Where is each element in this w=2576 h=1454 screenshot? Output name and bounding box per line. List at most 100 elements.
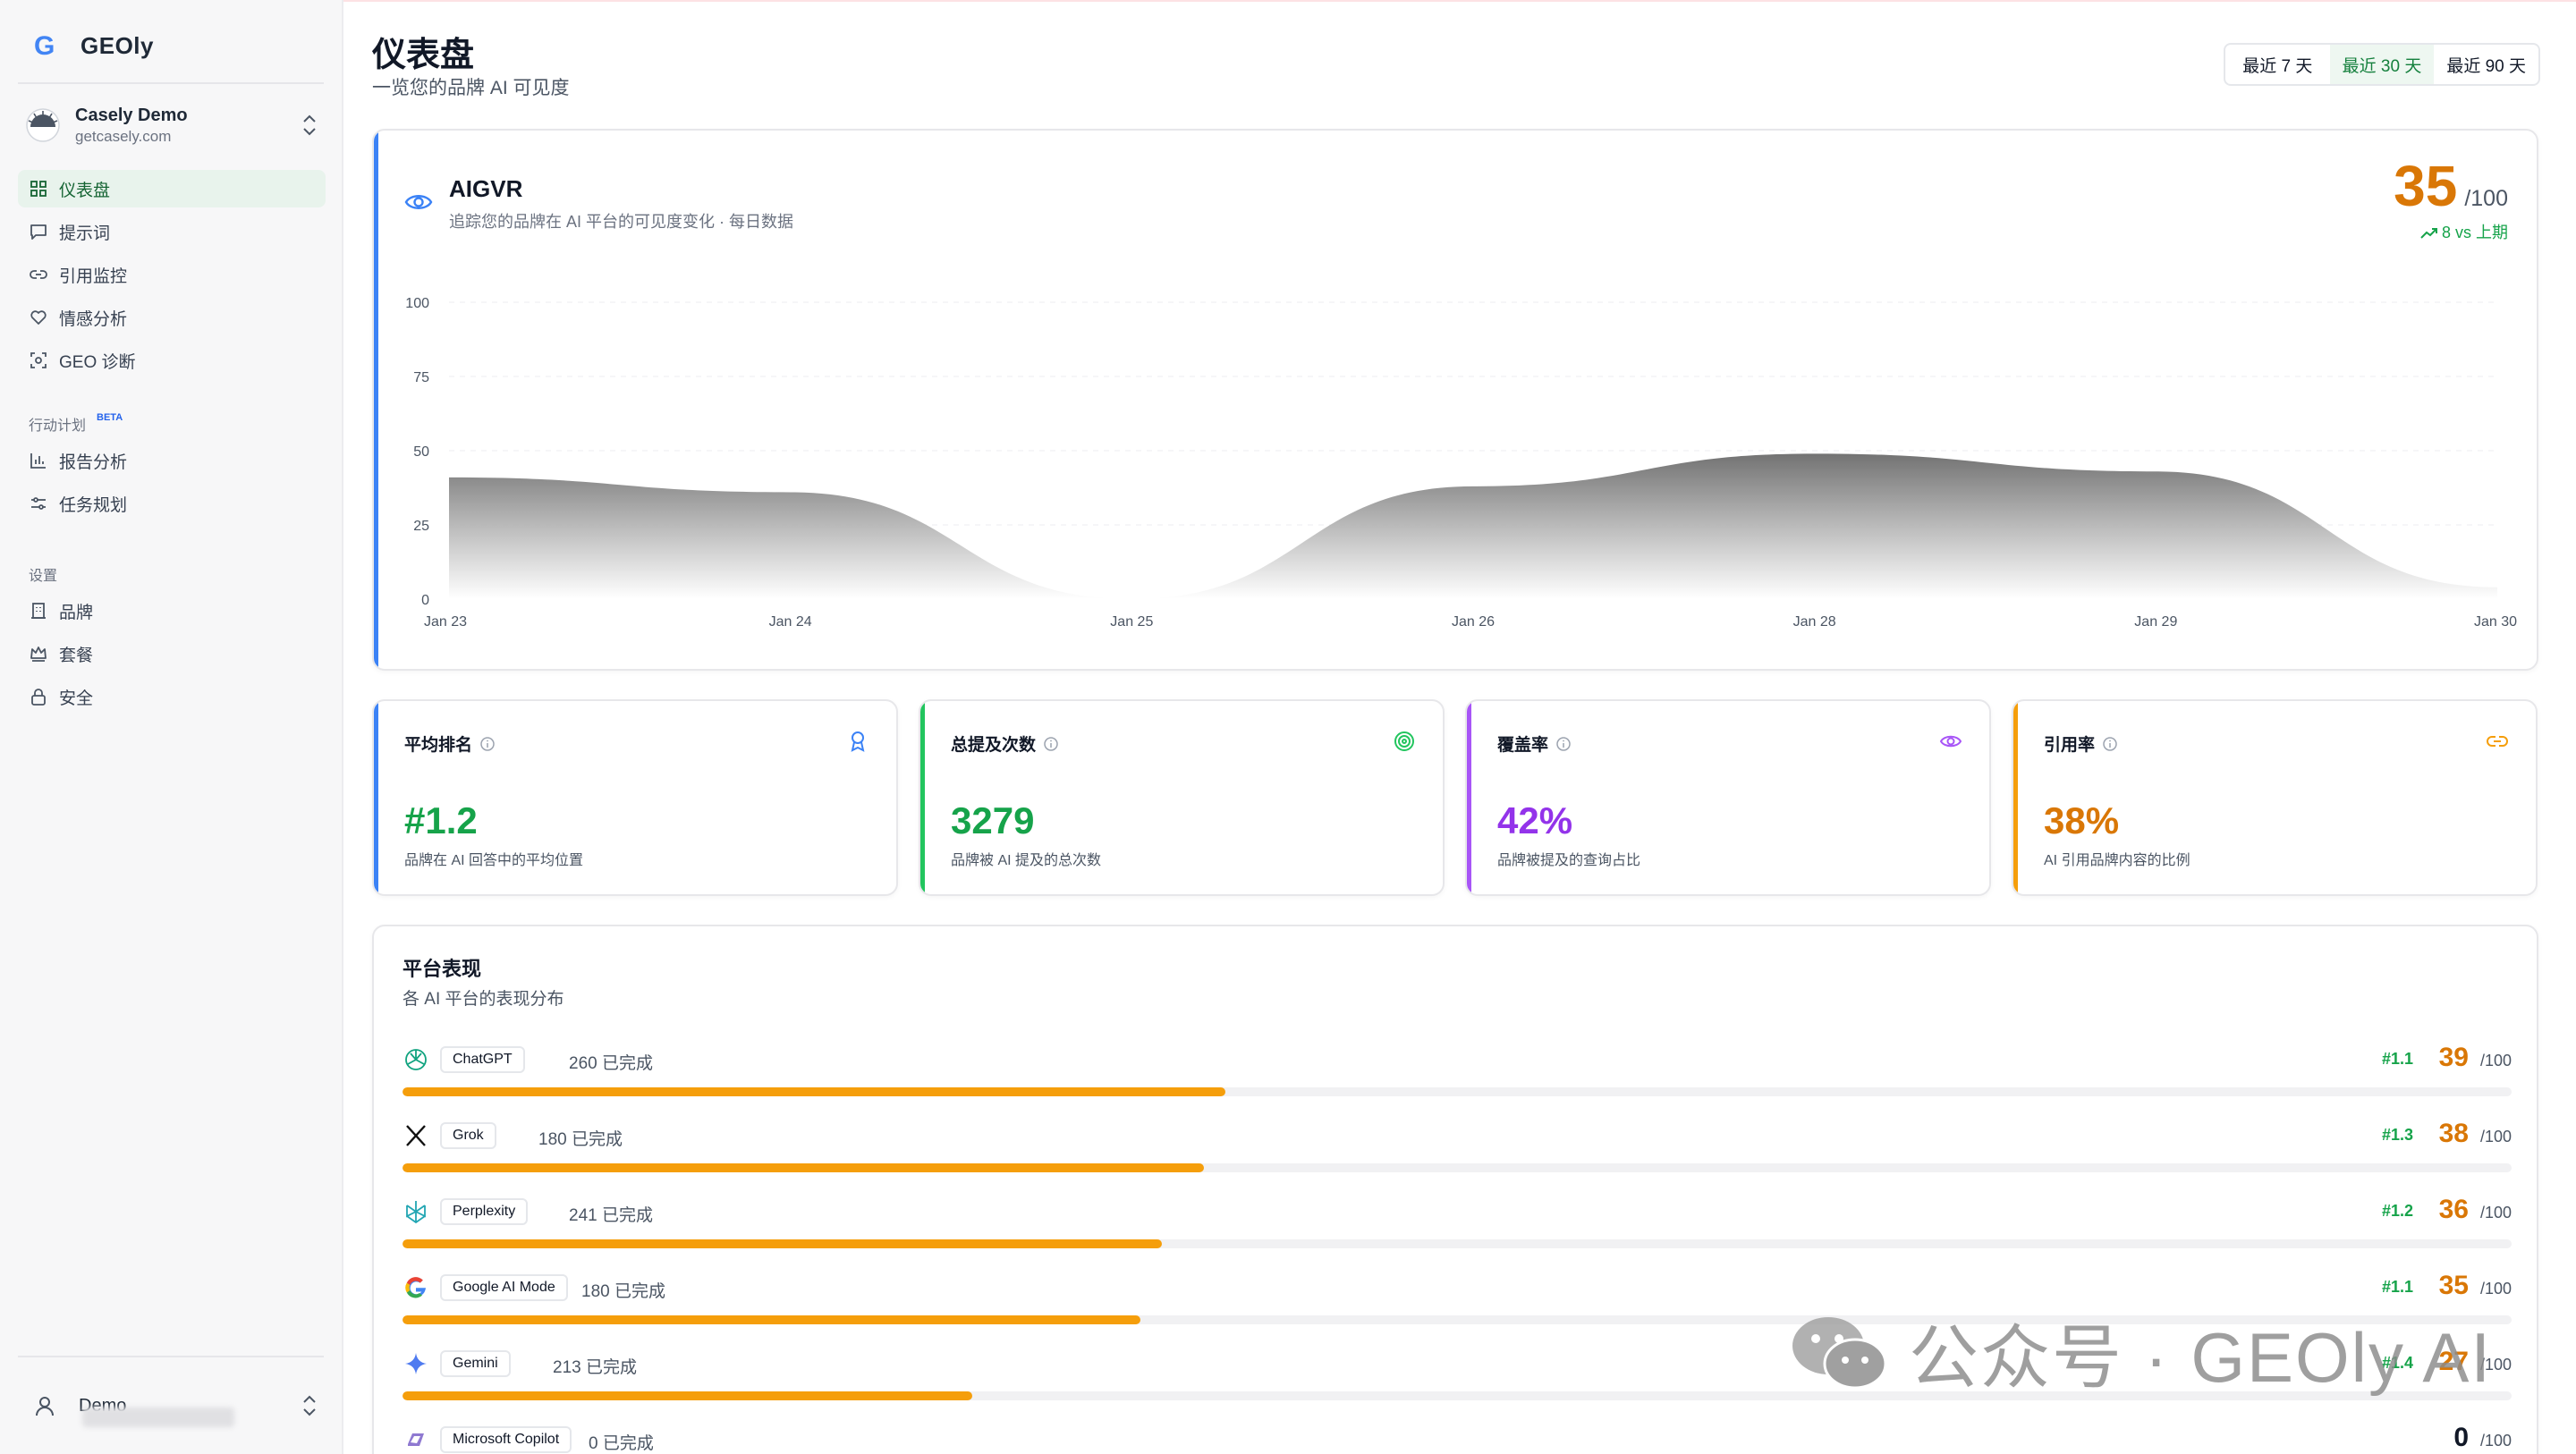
y-tick-label: 100 (405, 296, 429, 311)
watermark-text: 公众号 · GEOly AI (1909, 1318, 2493, 1397)
page-subtitle: 一览您的品牌 AI 可见度 (372, 78, 570, 98)
aigvr-area-series (449, 453, 2497, 599)
aigvr-trend: 8 vs 上期 (2394, 220, 2508, 243)
aigvr-score: 35/100 8 vs 上期 (2394, 157, 2508, 243)
range-tab-7d[interactable]: 最近 7 天 (2242, 56, 2313, 76)
platform-row-copilot[interactable]: Microsoft Copilot 0 已完成 0 /100 (402, 1421, 2512, 1454)
range-tab-30d[interactable]: 最近 30 天 (2329, 45, 2435, 84)
x-tick-label: Jan 26 (1452, 614, 1495, 630)
platform-progress-track (402, 1315, 2512, 1324)
info-icon[interactable] (479, 736, 496, 752)
nav-item-dashboard[interactable]: 仪表盘 (18, 170, 326, 207)
platform-score-max: /100 (2479, 1356, 2512, 1374)
nav-item-sentiment[interactable]: 情感分析 (18, 299, 326, 336)
platform-progress-track (402, 1163, 2512, 1172)
aigvr-score-max: /100 (2464, 186, 2508, 211)
account-domain: getcasely.com (75, 127, 172, 145)
metric-label-text: 覆盖率 (1497, 736, 1549, 755)
platform-progress-fill (402, 1315, 1141, 1324)
nav-label: 提示词 (59, 224, 111, 243)
beta-badge: BETA (97, 412, 123, 423)
platform-subtitle: 各 AI 平台的表现分布 (402, 990, 564, 1009)
perplexity-icon (406, 1201, 426, 1224)
metric-value: #1.2 (404, 799, 478, 841)
platform-rank: #1.1 (2381, 1050, 2413, 1068)
eye-icon (404, 195, 433, 209)
brand-avatar-icon (26, 108, 60, 142)
info-icon[interactable] (1043, 736, 1059, 752)
platform-count: 0 已完成 (589, 1434, 654, 1453)
aigvr-score-value: 35 (2394, 154, 2458, 218)
x-icon (406, 1125, 426, 1146)
chevron-updown-icon (303, 1395, 316, 1416)
platform-row-gemini[interactable]: Gemini 213 已完成 #1.4 27 /100 (402, 1345, 2512, 1408)
nav-item-citations[interactable]: 引用监控 (18, 256, 326, 293)
scan-icon (30, 352, 47, 368)
info-icon[interactable] (1555, 736, 1572, 752)
platform-count: 241 已完成 (569, 1206, 653, 1225)
metric-value: 42% (1497, 799, 1573, 841)
section-label: 设置 (29, 569, 58, 584)
grid-icon (30, 181, 47, 197)
nav-section-settings: 设置 (18, 556, 326, 592)
info-icon[interactable] (2102, 736, 2118, 752)
y-tick-label: 50 (413, 444, 429, 460)
platform-score: 35 (2438, 1271, 2469, 1300)
platform-name: ChatGPT (440, 1046, 525, 1073)
nav-item-reports[interactable]: 报告分析 (18, 442, 326, 479)
metric-value: 38% (2044, 799, 2120, 841)
eye-icon (1939, 735, 1962, 748)
metric-desc: AI 引用品牌内容的比例 (2044, 853, 2190, 868)
x-tick-label: Jan 29 (2134, 614, 2177, 630)
app-logo[interactable]: G GEOly (34, 32, 154, 60)
award-icon (851, 731, 865, 752)
nav-label: GEO 诊断 (59, 352, 136, 372)
sidebar-divider (18, 82, 324, 84)
platform-progress-track (402, 1239, 2512, 1248)
chatgpt-icon (405, 1049, 427, 1070)
geoly-logo-icon: G (34, 30, 55, 61)
platform-name: Microsoft Copilot (440, 1426, 572, 1453)
crown-icon (30, 647, 47, 662)
platform-score: 38 (2438, 1119, 2469, 1148)
nav-item-prompts[interactable]: 提示词 (18, 213, 326, 250)
platform-row-grok[interactable]: Grok 180 已完成 #1.3 38 /100 (402, 1117, 2512, 1179)
platform-progress-fill (402, 1239, 1162, 1248)
copilot-icon (408, 1433, 424, 1446)
nav-item-plan[interactable]: 套餐 (18, 635, 326, 672)
platform-count: 213 已完成 (553, 1358, 637, 1377)
settings-nav: 设置 品牌 套餐 安全 (18, 556, 326, 721)
platform-row-chatgpt[interactable]: ChatGPT 260 已完成 #1.1 39 /100 (402, 1041, 2512, 1103)
platform-row-perplexity[interactable]: Perplexity 241 已完成 #1.2 36 /100 (402, 1193, 2512, 1255)
platform-score-max: /100 (2479, 1432, 2512, 1450)
platform-rank: #1.1 (2381, 1278, 2413, 1296)
platform-progress-fill (402, 1087, 1225, 1096)
metric-label-text: 平均排名 (404, 736, 473, 755)
platform-row-google-ai-mode[interactable]: Google AI Mode 180 已完成 #1.1 35 /100 (402, 1269, 2512, 1331)
google-icon (405, 1277, 426, 1298)
nav-item-security[interactable]: 安全 (18, 678, 326, 715)
platform-rank: #1.2 (2381, 1202, 2413, 1220)
range-tab-90d[interactable]: 最近 90 天 (2446, 56, 2527, 76)
main-nav: 仪表盘 提示词 引用监控 情感分析 GEO 诊断 (18, 170, 326, 385)
nav-label: 安全 (59, 689, 94, 708)
user-menu[interactable]: Demo (25, 1377, 322, 1434)
nav-label: 品牌 (59, 603, 94, 622)
nav-item-brand[interactable]: 品牌 (18, 592, 326, 630)
platform-title: 平台表现 (402, 958, 482, 980)
chevron-updown-icon (303, 114, 316, 136)
platform-score-max: /100 (2479, 1204, 2512, 1222)
nav-item-geo[interactable]: GEO 诊断 (18, 342, 326, 379)
link-icon (30, 270, 47, 279)
platform-name: Perplexity (440, 1198, 529, 1225)
nav-section-action: 行动计划 BETA (18, 406, 326, 442)
nav-item-tasks[interactable]: 任务规划 (18, 485, 326, 522)
metric-desc: 品牌被 AI 提及的总次数 (951, 853, 1102, 868)
platform-score-max: /100 (2479, 1052, 2512, 1069)
trend-up-icon (2420, 228, 2437, 239)
platform-score: 0 (2453, 1423, 2469, 1452)
metric-label-text: 总提及次数 (951, 736, 1037, 755)
x-tick-label: Jan 30 (2474, 614, 2517, 630)
building-icon (31, 603, 46, 619)
account-switcher[interactable]: Casely Demo getcasely.com (25, 100, 322, 150)
